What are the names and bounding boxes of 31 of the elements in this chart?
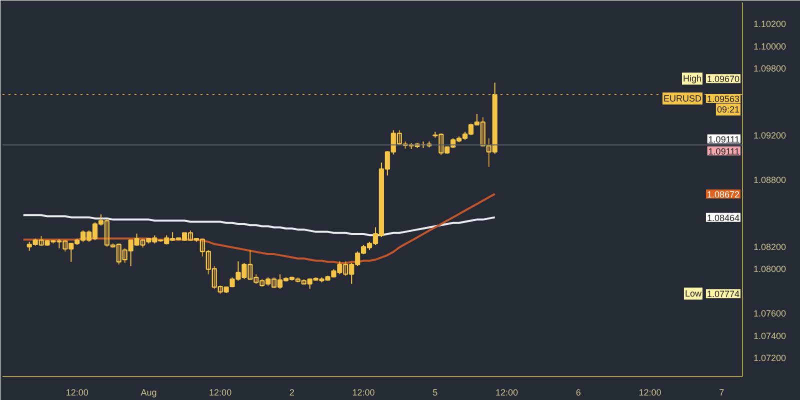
y-tick-label: 1.07400 — [754, 330, 786, 341]
x-tick-label: 12:00 — [496, 388, 518, 398]
y-tick-label: 1.08000 — [754, 264, 786, 274]
x-tick-label: 7 — [719, 388, 724, 398]
y-tick-label: 1.08800 — [754, 174, 786, 185]
annotation: High — [682, 74, 702, 84]
annotation: 1.09563 — [706, 94, 740, 104]
x-tick-label: 12:00 — [66, 388, 88, 398]
y-tick-label: 1.10000 — [754, 41, 786, 52]
y-tick-label: 1.10200 — [754, 19, 786, 30]
annotation: 1.09111 — [708, 134, 740, 144]
x-tick-label: 2 — [289, 388, 294, 398]
annotation: 1.09670 — [706, 74, 740, 84]
x-tick-label: 12:00 — [638, 388, 662, 398]
y-tick-label: 1.07200 — [754, 353, 786, 364]
annotation: 1.08672 — [706, 189, 740, 200]
x-tick-label: 6 — [576, 388, 581, 398]
annotation: Low — [684, 288, 702, 299]
y-tick-label: 1.07600 — [754, 308, 786, 319]
annotation: 1.08464 — [706, 212, 740, 223]
x-tick-label: 12:00 — [209, 388, 232, 398]
y-tick-label: 1.09200 — [754, 130, 786, 140]
annotation: 09:21 — [716, 104, 740, 115]
annotation: EURUSD — [663, 94, 702, 104]
annotation: 1.09111 — [708, 146, 740, 156]
annotation: 1.07774 — [706, 289, 740, 300]
x-tick-label: Aug — [140, 388, 157, 398]
y-tick-label: 1.08200 — [754, 242, 786, 252]
x-tick-label: 12:00 — [352, 388, 375, 398]
y-tick-label: 1.09800 — [754, 64, 786, 74]
x-tick-label: 5 — [432, 388, 438, 398]
